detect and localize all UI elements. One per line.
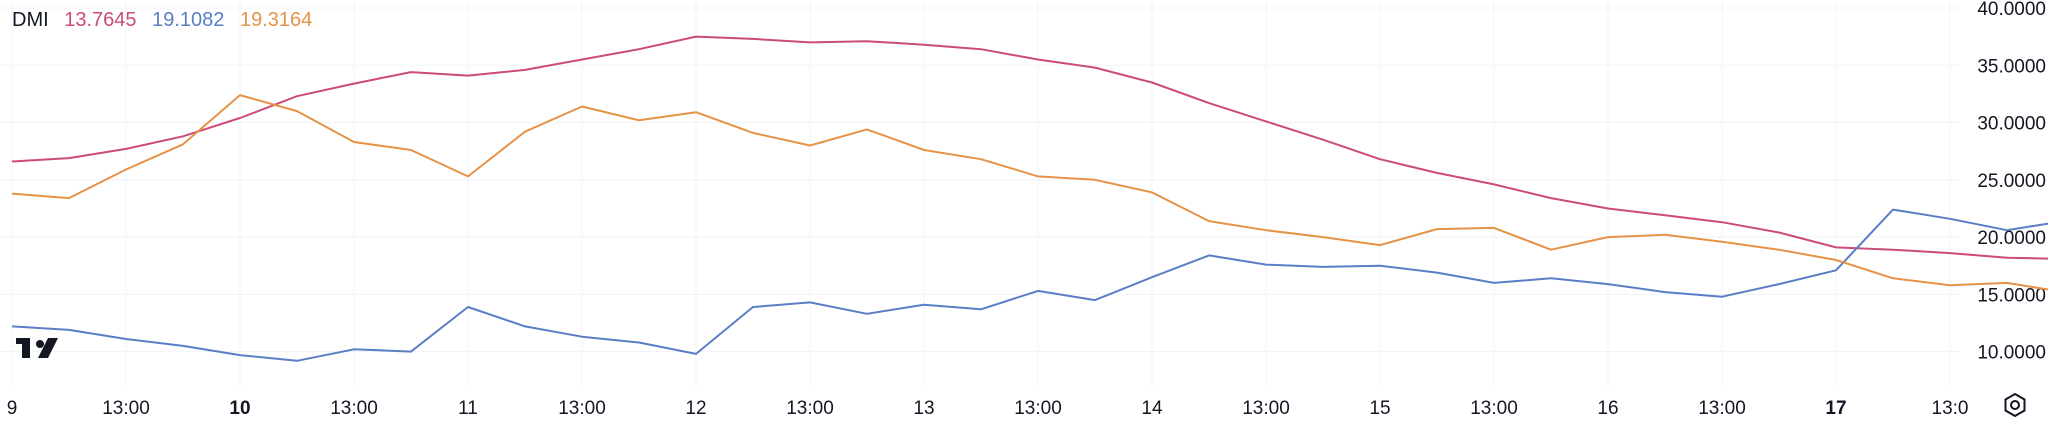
- settings-gear-icon[interactable]: [2002, 392, 2028, 423]
- x-tick-label: 13:00: [1470, 398, 1518, 419]
- x-tick-label: 13: [913, 398, 934, 419]
- chart-legend: DMI 13.7645 19.1082 19.3164: [12, 9, 322, 32]
- legend-value-minus-di: 19.3164: [239, 9, 313, 31]
- adx-line: [11, 35, 2048, 260]
- x-tick-label: 15: [1369, 398, 1390, 419]
- x-tick-label: 17: [1825, 398, 1846, 419]
- x-tick-label: 13:00: [1698, 398, 1746, 419]
- legend-value-adx: 13.7645: [64, 9, 137, 31]
- x-tick-label: 13:00: [786, 398, 834, 419]
- indicator-name: DMI: [12, 9, 49, 31]
- legend-value-plus-di: 19.1082: [152, 9, 225, 31]
- x-tick-label: 13:0: [1932, 398, 1969, 419]
- x-tick-label: 13:00: [558, 398, 606, 419]
- y-tick-label: 25.0000: [1977, 171, 2046, 192]
- x-tick-label: 10: [229, 398, 250, 419]
- y-tick-label: 35.0000: [1977, 56, 2046, 77]
- tradingview-logo-icon[interactable]: [16, 336, 64, 367]
- y-tick-label: 30.0000: [1977, 114, 2046, 135]
- y-tick-label: 10.0000: [1977, 343, 2046, 364]
- plus-di-line: [11, 208, 2048, 362]
- y-tick-label: 20.0000: [1977, 228, 2046, 249]
- x-tick-label: 11: [458, 398, 478, 419]
- x-tick-label: 13:00: [330, 398, 378, 419]
- x-tick-label: 13:00: [102, 398, 150, 419]
- y-tick-label: 15.0000: [1977, 285, 2046, 306]
- x-tick-label: 13:00: [1014, 398, 1062, 419]
- y-tick-label: 40.0000: [1977, 0, 2046, 20]
- x-tick-label: 14: [1141, 398, 1163, 419]
- x-tick-label: 13:00: [1242, 398, 1290, 419]
- x-tick-label: 12: [685, 398, 706, 419]
- x-tick-label: 16: [1597, 398, 1618, 419]
- x-tick-label: 9: [7, 398, 18, 419]
- minus-di-line: [11, 94, 2048, 291]
